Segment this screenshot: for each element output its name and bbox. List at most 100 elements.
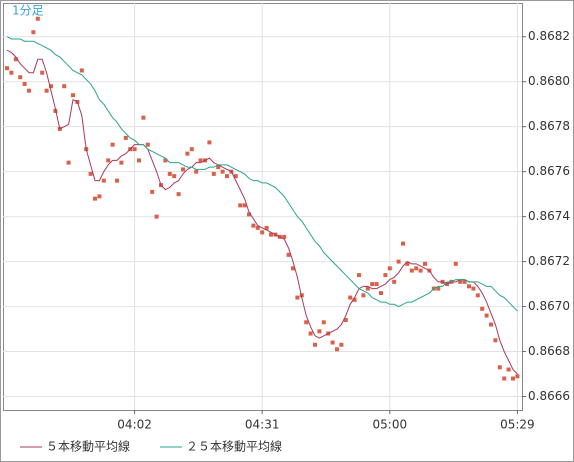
data-point bbox=[62, 84, 67, 89]
data-point bbox=[242, 203, 247, 208]
data-point bbox=[13, 57, 18, 62]
data-point bbox=[150, 189, 155, 194]
data-point bbox=[194, 169, 199, 174]
data-point bbox=[137, 158, 141, 163]
data-point bbox=[392, 279, 397, 284]
data-point bbox=[330, 340, 335, 345]
data-point bbox=[313, 342, 317, 347]
data-point bbox=[211, 171, 216, 176]
x-tick-label: 04:02 bbox=[117, 418, 152, 432]
data-point bbox=[176, 192, 181, 197]
data-point bbox=[304, 320, 309, 325]
data-point bbox=[379, 291, 383, 296]
data-point bbox=[163, 158, 168, 163]
x-tick-label: 04:31 bbox=[245, 418, 280, 432]
data-point bbox=[207, 140, 212, 145]
data-point bbox=[44, 88, 49, 93]
data-point bbox=[238, 203, 243, 208]
line bbox=[6, 49, 518, 375]
data-point bbox=[35, 16, 40, 21]
data-point bbox=[396, 259, 401, 264]
data-point bbox=[286, 252, 291, 257]
data-point bbox=[401, 241, 405, 246]
data-point bbox=[145, 142, 150, 147]
data-point bbox=[370, 282, 375, 287]
data-point bbox=[511, 376, 515, 381]
y-tick-label: 0.8668 bbox=[528, 344, 570, 358]
data-point bbox=[198, 158, 203, 163]
data-point bbox=[291, 266, 295, 271]
data-point bbox=[374, 282, 379, 287]
data-point bbox=[27, 88, 31, 93]
data-point bbox=[132, 147, 137, 152]
data-point bbox=[119, 160, 124, 165]
data-point bbox=[475, 293, 480, 298]
data-point bbox=[414, 266, 419, 271]
data-point bbox=[18, 75, 23, 80]
data-point bbox=[462, 279, 467, 284]
data-point bbox=[335, 347, 339, 352]
data-point bbox=[405, 261, 410, 266]
data-point bbox=[255, 225, 260, 230]
data-point bbox=[22, 81, 27, 86]
data-point bbox=[458, 279, 463, 284]
data-point bbox=[308, 331, 313, 336]
data-point bbox=[339, 342, 344, 347]
data-point bbox=[220, 169, 225, 174]
data-point bbox=[489, 322, 493, 327]
data-point bbox=[260, 230, 265, 235]
data-point bbox=[251, 223, 256, 228]
data-point bbox=[295, 295, 300, 300]
data-point bbox=[181, 167, 185, 172]
y-tick-label: 0.8680 bbox=[528, 74, 570, 88]
data-point bbox=[409, 268, 414, 273]
data-point bbox=[40, 70, 45, 75]
x-tick-label: 05:00 bbox=[373, 418, 408, 432]
data-point bbox=[383, 273, 388, 278]
data-point bbox=[97, 194, 102, 199]
data-point bbox=[321, 320, 326, 325]
data-point bbox=[423, 261, 427, 266]
data-point bbox=[172, 174, 177, 179]
data-point bbox=[418, 268, 423, 273]
data-point bbox=[506, 367, 511, 372]
data-point bbox=[123, 135, 128, 140]
data-point bbox=[247, 212, 251, 217]
x-tick-label: 05:29 bbox=[500, 418, 535, 432]
data-point bbox=[71, 93, 75, 98]
data-point bbox=[497, 365, 502, 370]
y-tick-label: 0.8666 bbox=[528, 389, 570, 403]
data-point bbox=[453, 261, 458, 266]
data-point bbox=[357, 273, 361, 278]
data-point bbox=[352, 297, 357, 302]
data-point bbox=[5, 66, 9, 71]
data-point bbox=[110, 142, 115, 147]
chart-title: 1分足 bbox=[12, 4, 44, 18]
data-point bbox=[49, 84, 53, 89]
y-tick-label: 0.8672 bbox=[528, 254, 570, 268]
data-point bbox=[484, 313, 489, 318]
data-point bbox=[216, 165, 221, 170]
line bbox=[6, 36, 518, 312]
data-point bbox=[141, 115, 146, 120]
data-point bbox=[480, 306, 485, 311]
y-tick-label: 0.8676 bbox=[528, 164, 570, 178]
y-tick-label: 0.8678 bbox=[528, 119, 570, 133]
data-point bbox=[493, 338, 498, 343]
data-point bbox=[225, 174, 229, 179]
data-point bbox=[269, 232, 273, 237]
y-tick-label: 0.8682 bbox=[528, 29, 570, 43]
data-point bbox=[387, 266, 392, 271]
data-point bbox=[79, 68, 84, 73]
data-point bbox=[154, 214, 159, 219]
data-point bbox=[185, 151, 190, 156]
legend-label: ５本移動平均線 bbox=[46, 439, 130, 454]
data-point bbox=[343, 318, 348, 323]
data-point bbox=[515, 374, 520, 379]
data-point bbox=[233, 174, 238, 179]
data-point bbox=[467, 284, 471, 289]
y-tick-label: 0.8674 bbox=[528, 209, 570, 223]
legend-label: ２５本移動平均線 bbox=[186, 439, 282, 454]
data-point bbox=[167, 171, 172, 176]
